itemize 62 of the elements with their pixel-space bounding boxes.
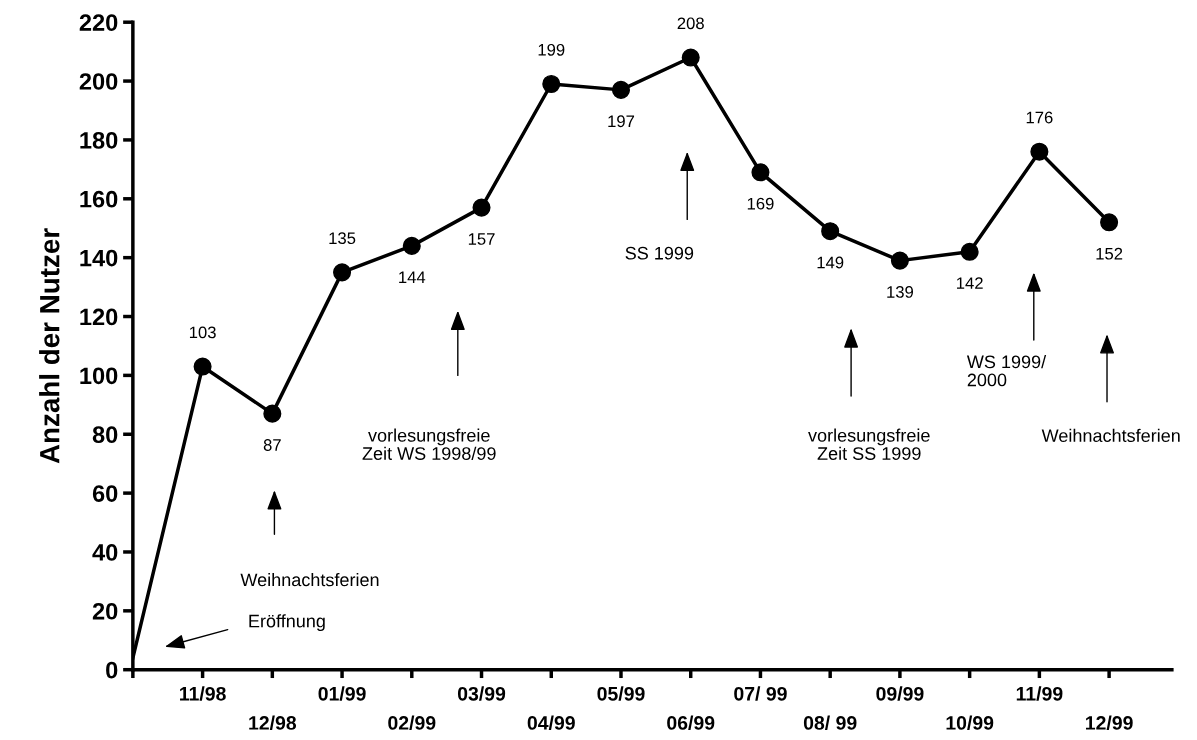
- x-tick-label: 10/99: [946, 715, 994, 731]
- y-tick-label: 120: [80, 308, 118, 326]
- point: [472, 198, 491, 217]
- data-label: 139: [887, 286, 914, 298]
- y-tick-label: 60: [92, 485, 118, 502]
- annotation: Weihnachtsferien: [1041, 428, 1180, 443]
- y-tick-label: 40: [92, 544, 118, 561]
- y-tick-label: 100: [80, 367, 118, 385]
- x-tick-label: 12/98: [249, 715, 297, 731]
- data-label: 208: [677, 17, 704, 30]
- x-tick-label: 11/99: [1016, 686, 1063, 701]
- point: [751, 163, 770, 182]
- y-tick-label: 180: [80, 132, 118, 149]
- y-tick-label: 220: [79, 14, 118, 31]
- x-tick-label: 07/ 99: [734, 686, 787, 701]
- point: [333, 263, 352, 282]
- point: [890, 251, 909, 270]
- point: [681, 48, 700, 67]
- data-label: 157: [468, 233, 495, 245]
- y-axis-title: Anzahl der Nutzer: [39, 228, 60, 464]
- point: [611, 80, 631, 99]
- annotation: WS 1999/ 2000: [966, 354, 1047, 387]
- x-tick-label: 08/ 99: [803, 715, 857, 731]
- data-label: 199: [538, 43, 565, 56]
- x-tick-label: 02/99: [388, 715, 436, 731]
- y-tick-label: 0: [106, 661, 118, 679]
- y-tick-label: 80: [92, 426, 118, 444]
- data-label: 142: [957, 277, 983, 289]
- point: [263, 404, 282, 423]
- point: [1100, 213, 1119, 232]
- y-tick-label: 20: [92, 602, 118, 620]
- annotation: Eröffnung: [249, 614, 325, 632]
- point: [960, 242, 979, 261]
- x-tick-label: 05/99: [597, 686, 645, 701]
- y-tick-label: 160: [80, 190, 118, 208]
- data-label: 144: [399, 271, 426, 283]
- point: [402, 236, 421, 255]
- x-tick-label: 11/98: [180, 686, 226, 701]
- point: [193, 357, 212, 376]
- data-label: 176: [1026, 111, 1053, 124]
- x-tick-label: 12/99: [1086, 715, 1133, 731]
- data-label: 103: [189, 326, 216, 339]
- annotation: vorlesungsfreie Zeit SS 1999: [808, 428, 930, 460]
- point: [821, 222, 840, 241]
- annotation: SS 1999: [625, 246, 694, 260]
- data-label: 149: [817, 256, 844, 269]
- data-label: 169: [747, 197, 774, 210]
- point: [542, 74, 561, 94]
- x-tick-label: 06/99: [667, 715, 715, 731]
- annotation: Weihnachtsferien: [240, 572, 379, 587]
- x-tick-label: 03/99: [457, 686, 506, 701]
- data-label: 152: [1096, 247, 1123, 260]
- x-tick-label: 09/99: [876, 686, 924, 701]
- y-tick-label: 140: [80, 249, 118, 267]
- data-label: 197: [608, 115, 635, 128]
- data-label: 87: [263, 439, 281, 451]
- y-tick-label: 200: [79, 73, 118, 90]
- x-tick-label: 01/99: [318, 686, 366, 701]
- annotation: vorlesungsfreie Zeit WS 1998/99: [362, 428, 496, 460]
- data-label: 135: [329, 232, 356, 245]
- x-tick-label: 04/99: [527, 715, 575, 731]
- point: [1030, 142, 1049, 161]
